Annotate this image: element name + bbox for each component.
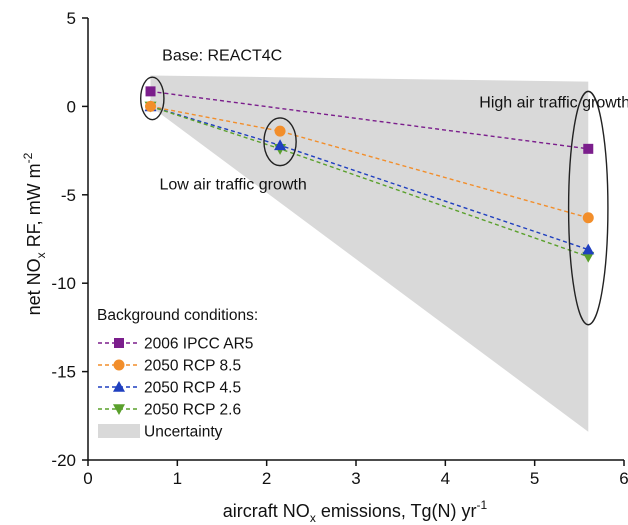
data-point-1-0 [145,100,157,112]
x-tick-label-6: 6 [619,469,628,488]
x-tick-label-0: 0 [83,469,92,488]
series-line-0 [150,90,589,150]
x-tick-label-2: 2 [262,469,271,488]
legend-label-uncertainty: Uncertainty [144,424,223,441]
data-point-2-1 [274,139,287,151]
uncertainty-region [150,75,589,432]
uncertainty-polygon [150,75,589,432]
y-tick-label-3: -10 [51,274,76,293]
highlight-ellipses [140,76,609,326]
annotation-0: Base: REACT4C [162,47,282,64]
legend-label-1: 2050 RCP 8.5 [144,358,241,375]
highlight-ellipse-1 [263,117,297,167]
x-axis-title: aircraft NOx emissions, Tg(N) yr-1 [223,498,488,525]
annotation-2: Low air traffic growth [159,176,306,193]
y-tick-label-4: -15 [51,363,76,382]
highlight-ellipse-0 [140,76,165,121]
y-tick-label-2: -5 [61,186,76,205]
legend-uncertainty-swatch [98,424,140,438]
highlight-ellipse-2 [567,90,609,326]
x-tick-label-4: 4 [441,469,450,488]
series-markers [144,86,595,263]
legend-title: Background conditions: [97,307,258,324]
data-point-0-1 [583,143,594,154]
legend-label-2: 2050 RCP 4.5 [144,380,241,397]
axes [82,17,625,466]
annotation-1: High air traffic growth [479,94,628,111]
y-tick-label-0: 5 [67,9,76,28]
x-tick-label-3: 3 [351,469,360,488]
legend-label-3: 2050 RCP 2.6 [144,402,241,419]
series-line-1 [150,105,589,219]
y-tick-label-1: 0 [67,97,76,116]
y-axis-title: net NOx RF, mW m-2 [21,152,48,315]
legend: Background conditions: 2006 IPCC AR5 2050… [97,307,258,441]
data-point-1-1 [274,125,286,137]
legend-marker-3 [113,404,125,415]
x-tick-label-1: 1 [173,469,182,488]
legend-marker-2 [113,381,125,392]
tick-labels: 5 0 -5 -10 -15 -20 0 1 2 3 4 5 6 [51,9,628,488]
data-point-3-2 [582,251,595,263]
data-point-0-0 [145,86,156,97]
annotations: Base: REACT4C High air traffic growth Low … [159,47,628,193]
legend-marker-0 [114,338,124,348]
legend-marker-1 [113,359,125,371]
legend-label-0: 2006 IPCC AR5 [144,336,253,353]
y-tick-label-5: -20 [51,451,76,470]
data-point-1-2 [582,212,594,224]
x-tick-label-5: 5 [530,469,539,488]
data-point-2-2 [582,243,595,255]
